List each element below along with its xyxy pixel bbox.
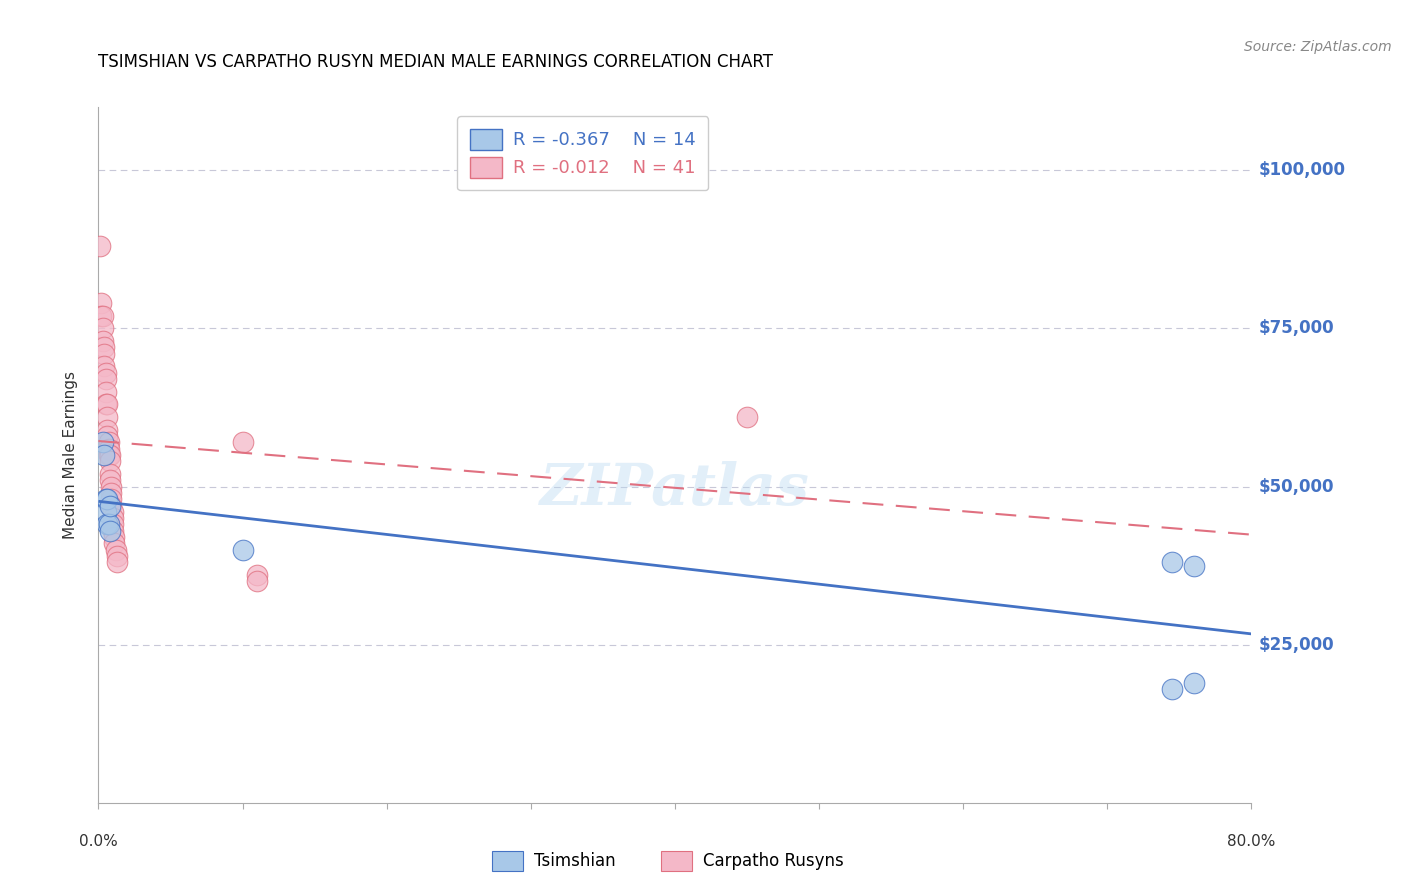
Point	[96, 423, 118, 437]
Point	[100, 479, 122, 493]
Point	[1161, 681, 1184, 696]
Point	[97, 448, 120, 462]
Point	[90, 296, 112, 310]
Legend: R = -0.367    N = 14, R = -0.012    N = 41: R = -0.367 N = 14, R = -0.012 N = 41	[457, 116, 709, 190]
Text: $75,000: $75,000	[1258, 319, 1334, 337]
Text: TSIMSHIAN VS CARPATHO RUSYN MEDIAN MALE EARNINGS CORRELATION CHART: TSIMSHIAN VS CARPATHO RUSYN MEDIAN MALE …	[98, 54, 773, 71]
Text: Tsimshian: Tsimshian	[534, 852, 616, 870]
Point	[97, 517, 120, 532]
Point	[91, 435, 114, 450]
Point	[97, 442, 120, 456]
Point	[91, 334, 114, 348]
Point	[94, 397, 117, 411]
Point	[91, 321, 114, 335]
Point	[94, 384, 117, 399]
Point	[96, 517, 118, 532]
Point	[100, 499, 122, 513]
Point	[104, 542, 127, 557]
Point	[1161, 556, 1184, 570]
Text: Source: ZipAtlas.com: Source: ZipAtlas.com	[1244, 39, 1392, 54]
Y-axis label: Median Male Earnings: Median Male Earnings	[63, 371, 77, 539]
Point	[735, 409, 758, 424]
Point	[94, 505, 117, 519]
Point	[246, 574, 269, 589]
Point	[94, 492, 117, 507]
Point	[89, 239, 111, 253]
Point	[100, 492, 122, 507]
Text: 0.0%: 0.0%	[79, 834, 118, 849]
Point	[1182, 675, 1205, 690]
Text: $50,000: $50,000	[1258, 477, 1334, 496]
Point	[93, 448, 115, 462]
Point	[1182, 558, 1205, 573]
Point	[94, 366, 117, 380]
Point	[96, 429, 118, 443]
Text: ZIPatlas: ZIPatlas	[540, 461, 810, 518]
Point	[101, 505, 124, 519]
Point	[90, 309, 112, 323]
Point	[105, 556, 128, 570]
Point	[93, 340, 115, 354]
Point	[231, 435, 254, 450]
Point	[94, 372, 117, 386]
Text: $25,000: $25,000	[1258, 636, 1334, 654]
Text: $100,000: $100,000	[1258, 161, 1346, 179]
Point	[96, 492, 118, 507]
Point	[105, 549, 128, 563]
Point	[246, 568, 269, 582]
Point	[101, 511, 124, 525]
Point	[96, 409, 118, 424]
Point	[96, 397, 118, 411]
Point	[93, 359, 115, 374]
Point	[101, 517, 124, 532]
Point	[97, 435, 120, 450]
Point	[98, 467, 121, 481]
Point	[101, 524, 124, 538]
Point	[231, 542, 254, 557]
Text: Carpatho Rusyns: Carpatho Rusyns	[703, 852, 844, 870]
Text: 80.0%: 80.0%	[1227, 834, 1275, 849]
Point	[100, 486, 122, 500]
Point	[98, 454, 121, 468]
Point	[98, 473, 121, 487]
Point	[98, 448, 121, 462]
Point	[103, 536, 125, 550]
Point	[91, 309, 114, 323]
Point	[98, 524, 121, 538]
Point	[93, 347, 115, 361]
Point	[98, 499, 121, 513]
Point	[103, 530, 125, 544]
